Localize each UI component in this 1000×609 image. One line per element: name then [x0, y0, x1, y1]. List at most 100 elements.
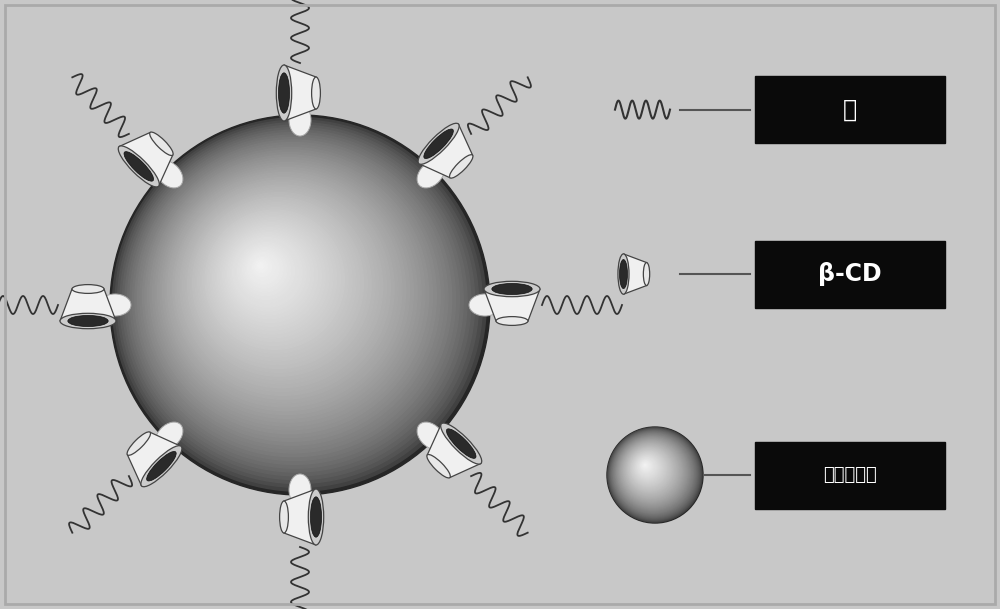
- Ellipse shape: [280, 501, 288, 533]
- Circle shape: [637, 457, 658, 477]
- Circle shape: [635, 456, 659, 479]
- Ellipse shape: [278, 73, 290, 113]
- Circle shape: [165, 170, 406, 410]
- Ellipse shape: [484, 281, 540, 297]
- Circle shape: [641, 461, 651, 471]
- Circle shape: [140, 145, 444, 449]
- Circle shape: [208, 213, 341, 345]
- Circle shape: [610, 429, 699, 519]
- Circle shape: [623, 443, 679, 499]
- Circle shape: [255, 260, 268, 273]
- Circle shape: [138, 143, 448, 453]
- Circle shape: [615, 435, 690, 510]
- Circle shape: [210, 215, 337, 342]
- Circle shape: [621, 441, 682, 502]
- Circle shape: [615, 435, 691, 512]
- Circle shape: [616, 436, 689, 510]
- Polygon shape: [127, 432, 181, 486]
- Circle shape: [609, 429, 700, 520]
- Circle shape: [228, 233, 310, 315]
- Polygon shape: [60, 289, 116, 321]
- Ellipse shape: [68, 315, 108, 326]
- Circle shape: [188, 192, 371, 376]
- Circle shape: [195, 200, 360, 365]
- Circle shape: [113, 118, 486, 491]
- Circle shape: [245, 250, 283, 288]
- Circle shape: [235, 240, 298, 303]
- Circle shape: [130, 135, 459, 464]
- Circle shape: [625, 445, 675, 495]
- Circle shape: [248, 253, 279, 284]
- Circle shape: [622, 442, 681, 501]
- Circle shape: [638, 458, 656, 476]
- Circle shape: [180, 185, 383, 388]
- Circle shape: [133, 138, 456, 460]
- Circle shape: [163, 167, 410, 415]
- Circle shape: [168, 172, 402, 407]
- FancyBboxPatch shape: [755, 76, 945, 143]
- Ellipse shape: [150, 132, 173, 155]
- Ellipse shape: [124, 152, 154, 181]
- Circle shape: [120, 125, 475, 480]
- Circle shape: [623, 443, 678, 498]
- Circle shape: [628, 448, 671, 491]
- Circle shape: [639, 459, 655, 474]
- Circle shape: [250, 255, 275, 280]
- Circle shape: [110, 115, 490, 495]
- Circle shape: [628, 448, 670, 490]
- Circle shape: [642, 462, 649, 469]
- Circle shape: [626, 446, 674, 494]
- Circle shape: [630, 450, 668, 488]
- Circle shape: [608, 428, 702, 522]
- Circle shape: [123, 127, 471, 476]
- Ellipse shape: [643, 262, 650, 286]
- Circle shape: [200, 205, 352, 357]
- Circle shape: [640, 460, 652, 472]
- Ellipse shape: [60, 313, 116, 329]
- Circle shape: [243, 248, 287, 292]
- Ellipse shape: [127, 432, 151, 456]
- Ellipse shape: [118, 146, 159, 187]
- Ellipse shape: [496, 317, 528, 325]
- Circle shape: [624, 444, 677, 497]
- FancyBboxPatch shape: [755, 442, 945, 509]
- Circle shape: [115, 120, 482, 487]
- Circle shape: [611, 431, 697, 517]
- Circle shape: [613, 433, 694, 515]
- Ellipse shape: [424, 129, 453, 158]
- Circle shape: [640, 460, 653, 473]
- Circle shape: [620, 440, 683, 502]
- Circle shape: [612, 432, 695, 515]
- Circle shape: [608, 428, 701, 521]
- Circle shape: [238, 242, 295, 300]
- Circle shape: [198, 203, 356, 361]
- Polygon shape: [284, 489, 316, 545]
- Circle shape: [617, 437, 688, 507]
- Circle shape: [205, 210, 344, 350]
- Ellipse shape: [276, 65, 292, 121]
- Circle shape: [160, 165, 413, 418]
- Circle shape: [632, 452, 665, 485]
- Ellipse shape: [441, 423, 482, 464]
- Circle shape: [629, 449, 669, 489]
- Ellipse shape: [155, 160, 183, 188]
- Circle shape: [225, 230, 314, 319]
- Ellipse shape: [308, 489, 324, 545]
- Ellipse shape: [417, 422, 445, 449]
- Circle shape: [193, 197, 364, 368]
- Circle shape: [258, 262, 264, 269]
- Ellipse shape: [72, 284, 104, 294]
- Polygon shape: [623, 254, 647, 294]
- Circle shape: [637, 457, 657, 477]
- Ellipse shape: [289, 474, 311, 506]
- Circle shape: [634, 454, 662, 482]
- Circle shape: [618, 438, 687, 507]
- Ellipse shape: [99, 294, 131, 316]
- Circle shape: [630, 451, 667, 487]
- Circle shape: [203, 208, 348, 353]
- Text: 碘: 碘: [843, 97, 857, 122]
- Circle shape: [643, 463, 648, 468]
- Circle shape: [220, 225, 321, 326]
- Circle shape: [639, 459, 654, 474]
- Ellipse shape: [289, 104, 311, 136]
